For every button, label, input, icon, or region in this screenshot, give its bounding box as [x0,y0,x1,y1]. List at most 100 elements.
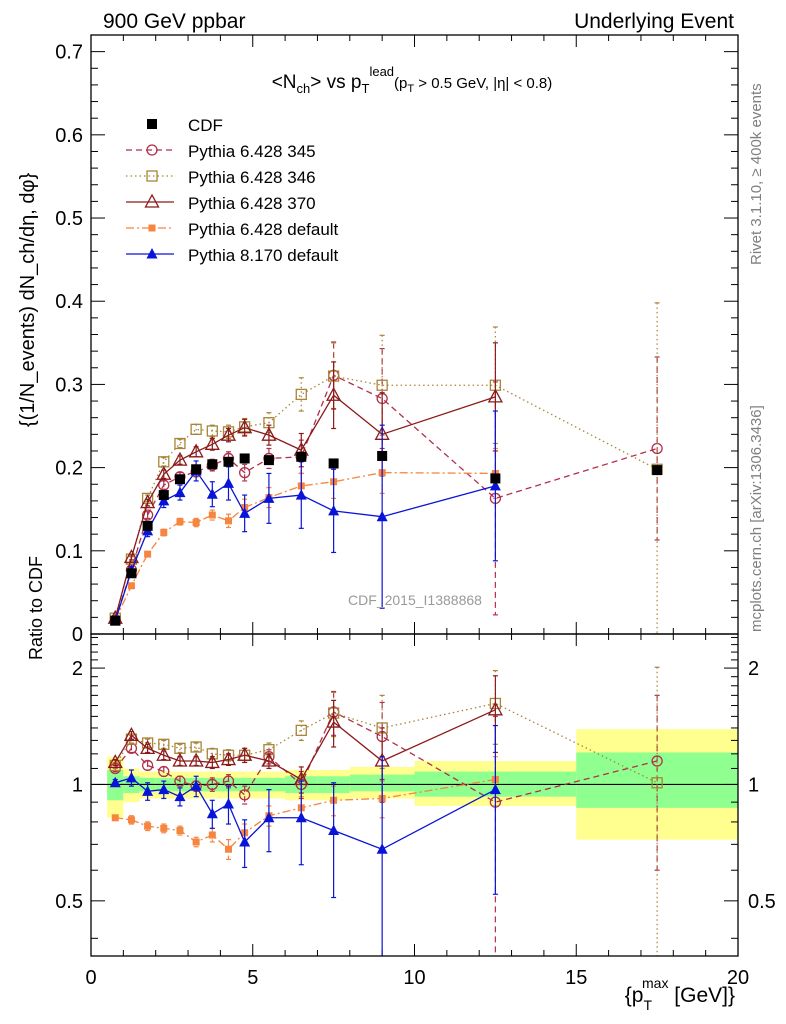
data-point [172,451,188,466]
data-point [146,144,158,156]
plot-title-part: lead [369,64,394,79]
x-tick-label: 0 [85,967,96,989]
data-point [142,785,154,796]
series-py346 [109,302,663,635]
legend-label: Pythia 6.428 345 [188,142,316,161]
plot-title-part: > 0.5 GeV, |η| < 0.8) [414,75,552,92]
y-tick-label: 2 [72,658,83,680]
data-point [651,777,663,789]
series-line [114,394,496,619]
x-axis-label-part: {p [625,984,644,1007]
data-point [295,388,307,401]
x-axis-label-part: [GeV]} [668,984,735,1007]
data-point [160,529,168,537]
data-point [158,783,170,795]
series-cdf [110,450,663,626]
data-point [206,807,218,819]
header-right-title: Underlying Event [574,10,734,33]
x-tick-label: 10 [403,967,425,989]
data-point [172,752,188,767]
data-point [174,474,185,485]
y-tick-label-right: 2 [748,658,759,680]
data-point [261,752,277,767]
data-point [208,831,216,839]
data-point [261,426,277,441]
data-point [140,494,156,509]
x-axis-label-part: max [642,975,668,991]
data-point [263,492,275,503]
y-tick-label: 0 [72,624,83,646]
series-py345 [109,341,663,626]
data-point [295,489,307,500]
data-point [174,486,186,498]
data-point [220,751,237,766]
data-point [147,119,157,129]
y-tick-label: 0.5 [55,208,83,230]
data-point [328,824,340,836]
data-point [487,388,503,403]
main-y-axis-label: {(1/N_events) dN_ch/dη, dφ} [17,173,39,428]
data-point [160,824,168,832]
series-py8def [109,410,501,626]
data-point [204,435,220,450]
y-tick-label: 0.1 [55,541,83,563]
y-tick-label: 1 [72,774,83,796]
series-line [114,709,496,781]
main-plot-panel: 00.10.20.30.40.50.60.7<Nch> vs pTlead(pT… [17,34,739,956]
data-point [123,549,140,564]
plot-title-part: T [362,81,370,96]
data-point [127,582,135,590]
y-tick-label: 0.7 [55,42,83,64]
data-point [376,510,388,522]
series-line [114,375,658,619]
data-point [224,845,232,853]
legend-label: Pythia 6.428 default [188,220,339,239]
data-point [146,248,158,259]
data-point [174,437,186,450]
data-point [376,843,388,854]
data-point [107,754,123,769]
data-point [126,568,137,579]
series-line [114,471,496,621]
series-line [114,374,658,621]
data-point [239,466,251,479]
plot-title-part: (p [394,75,407,92]
data-point [144,550,152,558]
x-tick-label: 15 [565,967,587,989]
series-py345 [109,690,663,956]
y-tick-label: 0.5 [55,891,83,913]
plot-title-part: T [407,83,414,95]
series-py370 [107,675,503,803]
data-point [158,490,169,501]
data-point [237,419,253,434]
legend: CDF Pythia 6.428 345 Pythia 6.428 346 Pythi… [126,116,339,265]
mcplots-label: mcplots.cern.ch [arXiv:1306.3436] [748,405,765,632]
data-point [111,814,119,822]
data-point [204,754,220,769]
data-point [239,507,251,518]
y-tick-label: 0.6 [55,125,83,147]
data-point [223,456,234,467]
series-py8def [109,724,501,956]
y-tick-label: 0.3 [55,374,83,396]
data-point [109,776,121,788]
x-tick-label: 5 [247,967,258,989]
analysis-watermark: CDF_2015_I1388868 [348,592,482,608]
data-point [237,746,253,761]
data-point [490,473,501,484]
data-point [222,477,234,488]
legend-entry-py345: Pythia 6.428 345 [126,142,316,161]
data-point [206,488,218,499]
legend-label: CDF [188,116,223,135]
data-point [651,755,663,767]
data-point [191,464,202,475]
x-tick-label: 20 [727,967,749,989]
y-tick-label-right: 0.5 [748,891,776,913]
data-point [652,465,663,476]
data-point [328,504,340,516]
data-point [142,520,153,531]
data-point [263,455,274,466]
legend-label: Pythia 8.170 default [188,246,339,265]
data-point [188,752,204,767]
header-left-title: 900 GeV ppbar [103,10,246,33]
